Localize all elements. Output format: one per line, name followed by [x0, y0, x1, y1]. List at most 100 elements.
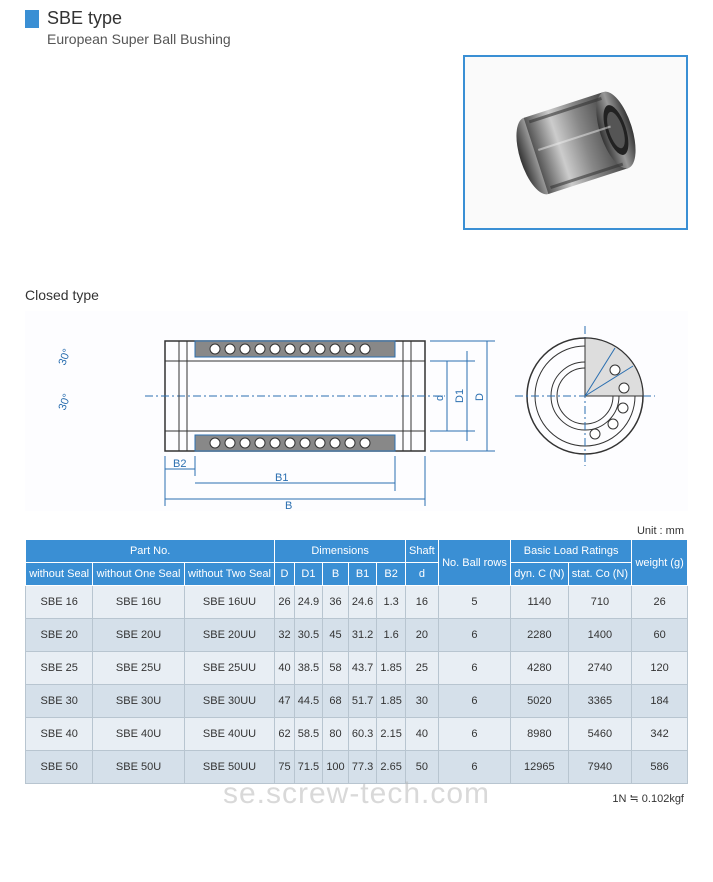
dim-d: d — [434, 395, 446, 401]
table-cell: 1.3 — [377, 586, 406, 619]
sub-twoseal: without Two Seal — [184, 563, 275, 586]
table-cell: SBE 50UU — [184, 751, 275, 784]
table-row: SBE 25SBE 25USBE 25UU4038.55843.71.85256… — [26, 652, 688, 685]
table-cell: 36 — [323, 586, 349, 619]
table-cell: 60.3 — [348, 718, 377, 751]
table-cell: 62 — [275, 718, 294, 751]
table-cell: 24.9 — [294, 586, 323, 619]
table-row: SBE 20SBE 20USBE 20UU3230.54531.21.62062… — [26, 619, 688, 652]
table-cell: SBE 30UU — [184, 685, 275, 718]
table-cell: 31.2 — [348, 619, 377, 652]
table-cell: 77.3 — [348, 751, 377, 784]
table-cell: SBE 40U — [93, 718, 184, 751]
hdr-shaft: Shaft — [405, 540, 438, 563]
table-cell: 5460 — [568, 718, 632, 751]
table-cell: 120 — [632, 652, 688, 685]
table-cell: 43.7 — [348, 652, 377, 685]
table-cell: 6 — [438, 685, 510, 718]
table-cell: SBE 50U — [93, 751, 184, 784]
table-cell: 80 — [323, 718, 349, 751]
table-row: SBE 16SBE 16USBE 16UU2624.93624.61.31651… — [26, 586, 688, 619]
table-body: SBE 16SBE 16USBE 16UU2624.93624.61.31651… — [26, 586, 688, 784]
dim-b: B — [285, 500, 292, 511]
table-cell: 6 — [438, 718, 510, 751]
table-cell: 71.5 — [294, 751, 323, 784]
table-cell: SBE 16U — [93, 586, 184, 619]
table-cell: 1.85 — [377, 652, 406, 685]
table-cell: 586 — [632, 751, 688, 784]
sub-B: B — [323, 563, 349, 586]
sub-D: D — [275, 563, 294, 586]
table-cell: 4280 — [511, 652, 568, 685]
table-cell: 30.5 — [294, 619, 323, 652]
table-cell: 75 — [275, 751, 294, 784]
bushing-render-icon — [486, 73, 666, 213]
table-cell: 58.5 — [294, 718, 323, 751]
table-cell: 40 — [275, 652, 294, 685]
page-subtitle: European Super Ball Bushing — [47, 31, 688, 47]
sub-dynC: dyn. C (N) — [511, 563, 568, 586]
table-cell: 25 — [405, 652, 438, 685]
table-cell: 12965 — [511, 751, 568, 784]
table-cell: 26 — [275, 586, 294, 619]
table-cell: SBE 50 — [26, 751, 93, 784]
table-cell: SBE 20UU — [184, 619, 275, 652]
table-cell: SBE 25UU — [184, 652, 275, 685]
table-cell: 20 — [405, 619, 438, 652]
table-cell: 68 — [323, 685, 349, 718]
table-cell: SBE 30U — [93, 685, 184, 718]
table-cell: SBE 40UU — [184, 718, 275, 751]
sub-d: d — [405, 563, 438, 586]
table-row: SBE 40SBE 40USBE 40UU6258.58060.32.15406… — [26, 718, 688, 751]
table-cell: SBE 20U — [93, 619, 184, 652]
spec-table: Part No. Dimensions Shaft No. Ball rows … — [25, 539, 688, 784]
table-cell: 60 — [632, 619, 688, 652]
table-cell: SBE 20 — [26, 619, 93, 652]
table-cell: 6 — [438, 619, 510, 652]
table-cell: SBE 16UU — [184, 586, 275, 619]
table-cell: 1400 — [568, 619, 632, 652]
table-cell: SBE 40 — [26, 718, 93, 751]
table-cell: SBE 30 — [26, 685, 93, 718]
hdr-partno: Part No. — [26, 540, 275, 563]
table-cell: 184 — [632, 685, 688, 718]
table-cell: 5020 — [511, 685, 568, 718]
page-header: SBE type European Super Ball Bushing — [25, 8, 688, 47]
sub-noseal: without Seal — [26, 563, 93, 586]
table-cell: 38.5 — [294, 652, 323, 685]
product-image — [463, 55, 688, 230]
table-cell: SBE 25U — [93, 652, 184, 685]
footer-note: 1N ≒ 0.102kgf — [25, 792, 688, 805]
table-cell: 3365 — [568, 685, 632, 718]
table-cell: 6 — [438, 751, 510, 784]
table-cell: 342 — [632, 718, 688, 751]
table-cell: 2.15 — [377, 718, 406, 751]
table-row: SBE 50SBE 50USBE 50UU7571.510077.32.6550… — [26, 751, 688, 784]
table-cell: 710 — [568, 586, 632, 619]
section-label: Closed type — [25, 287, 688, 303]
dim-30a: 30° — [57, 347, 74, 367]
table-cell: SBE 16 — [26, 586, 93, 619]
table-cell: 6 — [438, 652, 510, 685]
table-cell: 2.65 — [377, 751, 406, 784]
table-cell: 5 — [438, 586, 510, 619]
table-cell: 1.6 — [377, 619, 406, 652]
sub-B1: B1 — [348, 563, 377, 586]
table-cell: 1.85 — [377, 685, 406, 718]
dim-D: D — [474, 393, 486, 401]
technical-drawing: 30° 30° B2 B1 B d D1 D — [25, 311, 688, 511]
table-cell: 58 — [323, 652, 349, 685]
page-title: SBE type — [47, 8, 122, 29]
unit-label: Unit : mm — [25, 525, 688, 537]
table-cell: 45 — [323, 619, 349, 652]
dim-30b: 30° — [57, 392, 74, 412]
hdr-load: Basic Load Ratings — [511, 540, 632, 563]
table-cell: 51.7 — [348, 685, 377, 718]
table-cell: 24.6 — [348, 586, 377, 619]
table-header: Part No. Dimensions Shaft No. Ball rows … — [26, 540, 688, 586]
table-row: SBE 30SBE 30USBE 30UU4744.56851.71.85306… — [26, 685, 688, 718]
table-cell: 2280 — [511, 619, 568, 652]
table-cell: 7940 — [568, 751, 632, 784]
table-cell: 8980 — [511, 718, 568, 751]
drawing-svg: 30° 30° B2 B1 B d D1 D — [25, 311, 685, 511]
